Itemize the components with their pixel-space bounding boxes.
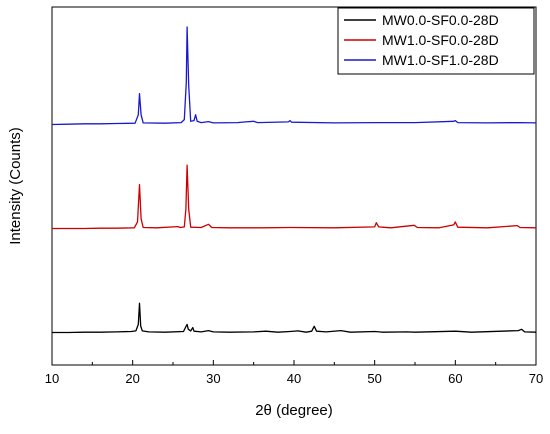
- x-tick-label: 10: [45, 371, 59, 386]
- series-layer: [51, 26, 537, 334]
- x-tick-label: 50: [367, 371, 381, 386]
- y-axis-label: Intensity (Counts): [7, 127, 24, 245]
- x-tick-label: 70: [529, 371, 543, 386]
- legend: MW0.0-SF0.0-28D MW1.0-SF0.0-28D MW1.0-SF1.…: [337, 7, 535, 75]
- legend-label-3: MW1.0-SF1.0-28D: [382, 52, 499, 68]
- x-axis-label: 2θ (degree): [255, 402, 333, 419]
- legend-box: [337, 7, 535, 75]
- x-tick-label: 40: [287, 371, 301, 386]
- legend-label-1: MW0.0-SF0.0-28D: [382, 12, 499, 28]
- x-tick-label: 30: [206, 371, 220, 386]
- series-line-3: [51, 26, 537, 126]
- series-line-2: [52, 164, 537, 230]
- x-axis-ticks: 10 20 30 40 50 60 70: [45, 360, 543, 386]
- x-tick-label: 20: [125, 371, 139, 386]
- legend-label-2: MW1.0-SF0.0-28D: [382, 32, 499, 48]
- x-tick-label: 60: [448, 371, 462, 386]
- series-line-1: [52, 302, 537, 334]
